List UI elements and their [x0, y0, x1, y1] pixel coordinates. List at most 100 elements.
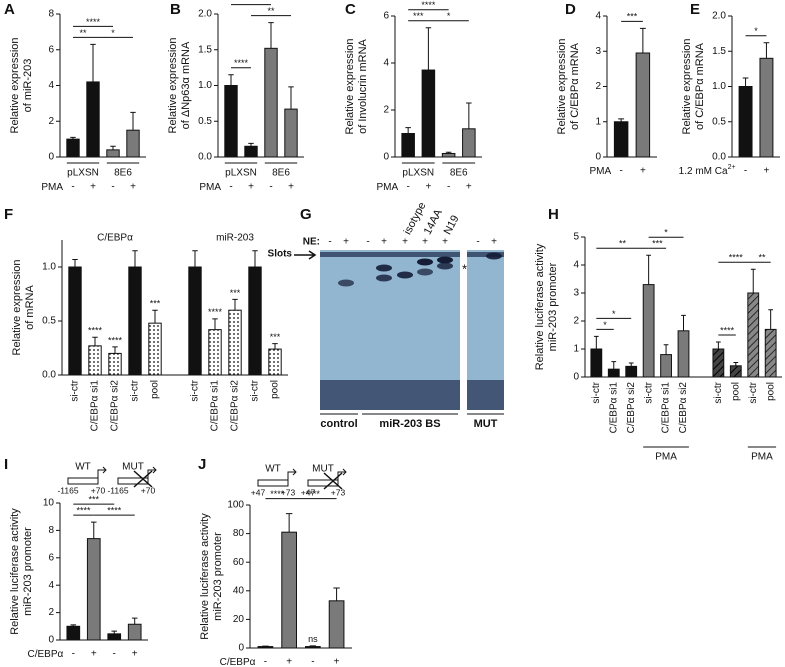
y-axis-label: Relative luciferase activity [534, 243, 546, 370]
error-bar [768, 309, 774, 330]
bar [441, 152, 456, 158]
row-sign: - [72, 649, 75, 660]
x-tick-label: pool [150, 380, 161, 399]
bar [68, 266, 82, 376]
bar [635, 52, 651, 158]
y-tick-label: 0 [383, 152, 389, 163]
y-tick-label: 1 [595, 116, 601, 127]
panel-label: C [345, 1, 356, 18]
error-bar [663, 344, 669, 355]
error-bar [192, 250, 198, 267]
error-bar [593, 335, 599, 349]
bar [224, 85, 238, 158]
bar [421, 69, 436, 158]
y-tick-label: 0 [48, 152, 54, 163]
construct-label: MUT [312, 464, 334, 475]
panel-label: I [4, 456, 8, 473]
lane-sign: + [381, 237, 387, 248]
significance-label: *** [627, 12, 638, 22]
row-sign: - [269, 182, 272, 193]
y-tick-label: 1.0 [198, 80, 212, 91]
error-bar [90, 43, 96, 82]
x-tick-label: C/EBPα si1 [210, 380, 221, 432]
y-tick-label: 1 [573, 344, 579, 355]
gel-band [376, 264, 392, 272]
y-axis-label: Relative expression [556, 39, 568, 135]
row-label-text: PMA [376, 182, 398, 193]
significance-label: **** [208, 307, 223, 317]
row-label-text: C/EBPα [220, 657, 256, 667]
row-sign: + [764, 166, 770, 177]
y-axis-label: of mRNA [24, 285, 36, 330]
significance-label: ** [247, 0, 255, 5]
error-bar [466, 102, 472, 129]
bar [328, 600, 345, 649]
row-sign: - [113, 649, 116, 660]
row-sign: + [248, 182, 254, 193]
section-label: MUT [474, 418, 498, 430]
significance-label: ** [619, 239, 627, 249]
significance-label: *** [413, 11, 424, 21]
y-tick-label: 4 [48, 580, 54, 591]
row-sign: - [447, 182, 450, 193]
y-axis-label: Relative expression [11, 260, 23, 356]
bar [66, 625, 81, 641]
bar [248, 266, 262, 376]
construct-start: +47 [251, 487, 266, 497]
mutation-cross [133, 470, 153, 488]
promoter-box [67, 477, 99, 485]
construct-end: +70 [141, 485, 156, 495]
row-sign: - [406, 182, 409, 193]
y-tick-label: 20 [233, 614, 245, 625]
group-label: PMA [655, 452, 677, 463]
error-bar [70, 136, 76, 140]
row-sign: + [286, 657, 292, 667]
y-tick-label: 8 [48, 525, 54, 536]
group-label: pLXSN [402, 168, 434, 179]
y-axis-label: Relative luciferase activity [199, 513, 211, 640]
y-tick-label: 0 [573, 372, 579, 383]
significance-label: *** [652, 239, 663, 249]
error-bar [248, 142, 254, 147]
significance-label: * [612, 309, 616, 319]
significance-label: ** [267, 6, 275, 16]
x-tick-label: si-ctr [643, 381, 654, 403]
significance-label: * [447, 11, 451, 21]
row-label: PMA [41, 182, 63, 193]
error-bar [111, 630, 118, 634]
row-sign: - [229, 182, 232, 193]
error-bar [90, 521, 97, 539]
tss-arrow [287, 468, 297, 480]
significance-label: ns [308, 634, 318, 644]
ne-label: NE: [303, 237, 320, 248]
significance-label: * [754, 26, 758, 36]
gel-band [437, 256, 453, 264]
gel-band [338, 279, 354, 287]
row-sign: + [334, 657, 340, 667]
x-tick-label: C/EBPα si2 [110, 380, 121, 432]
row-sign: + [640, 166, 646, 177]
panel-label: A [4, 1, 15, 18]
error-bar [70, 624, 77, 627]
y-tick-label: 4 [383, 58, 389, 69]
bar [86, 81, 100, 158]
y-tick-label: 0.0 [712, 152, 726, 163]
y-tick-label: 4 [48, 80, 54, 91]
gel-slots [320, 252, 460, 257]
gel-band [437, 262, 453, 270]
x-tick-label: pool [270, 380, 281, 399]
significance-label: **** [720, 325, 735, 335]
y-tick-label: 1.5 [198, 44, 212, 55]
group-label: 8E6 [114, 168, 132, 179]
x-tick-label: C/EBPα si1 [608, 382, 619, 434]
y-tick-label: 6 [48, 44, 54, 55]
lane-sign: + [422, 237, 428, 248]
significance-label: **** [77, 506, 92, 516]
construct-end: +73 [331, 487, 346, 497]
construct-label: WT [75, 462, 91, 473]
row-sign: - [744, 166, 747, 177]
x-tick-label: pool [765, 382, 776, 401]
row-label-sup: 2+ [728, 164, 736, 171]
y-tick-label: 2 [48, 116, 54, 127]
bar [660, 354, 672, 378]
